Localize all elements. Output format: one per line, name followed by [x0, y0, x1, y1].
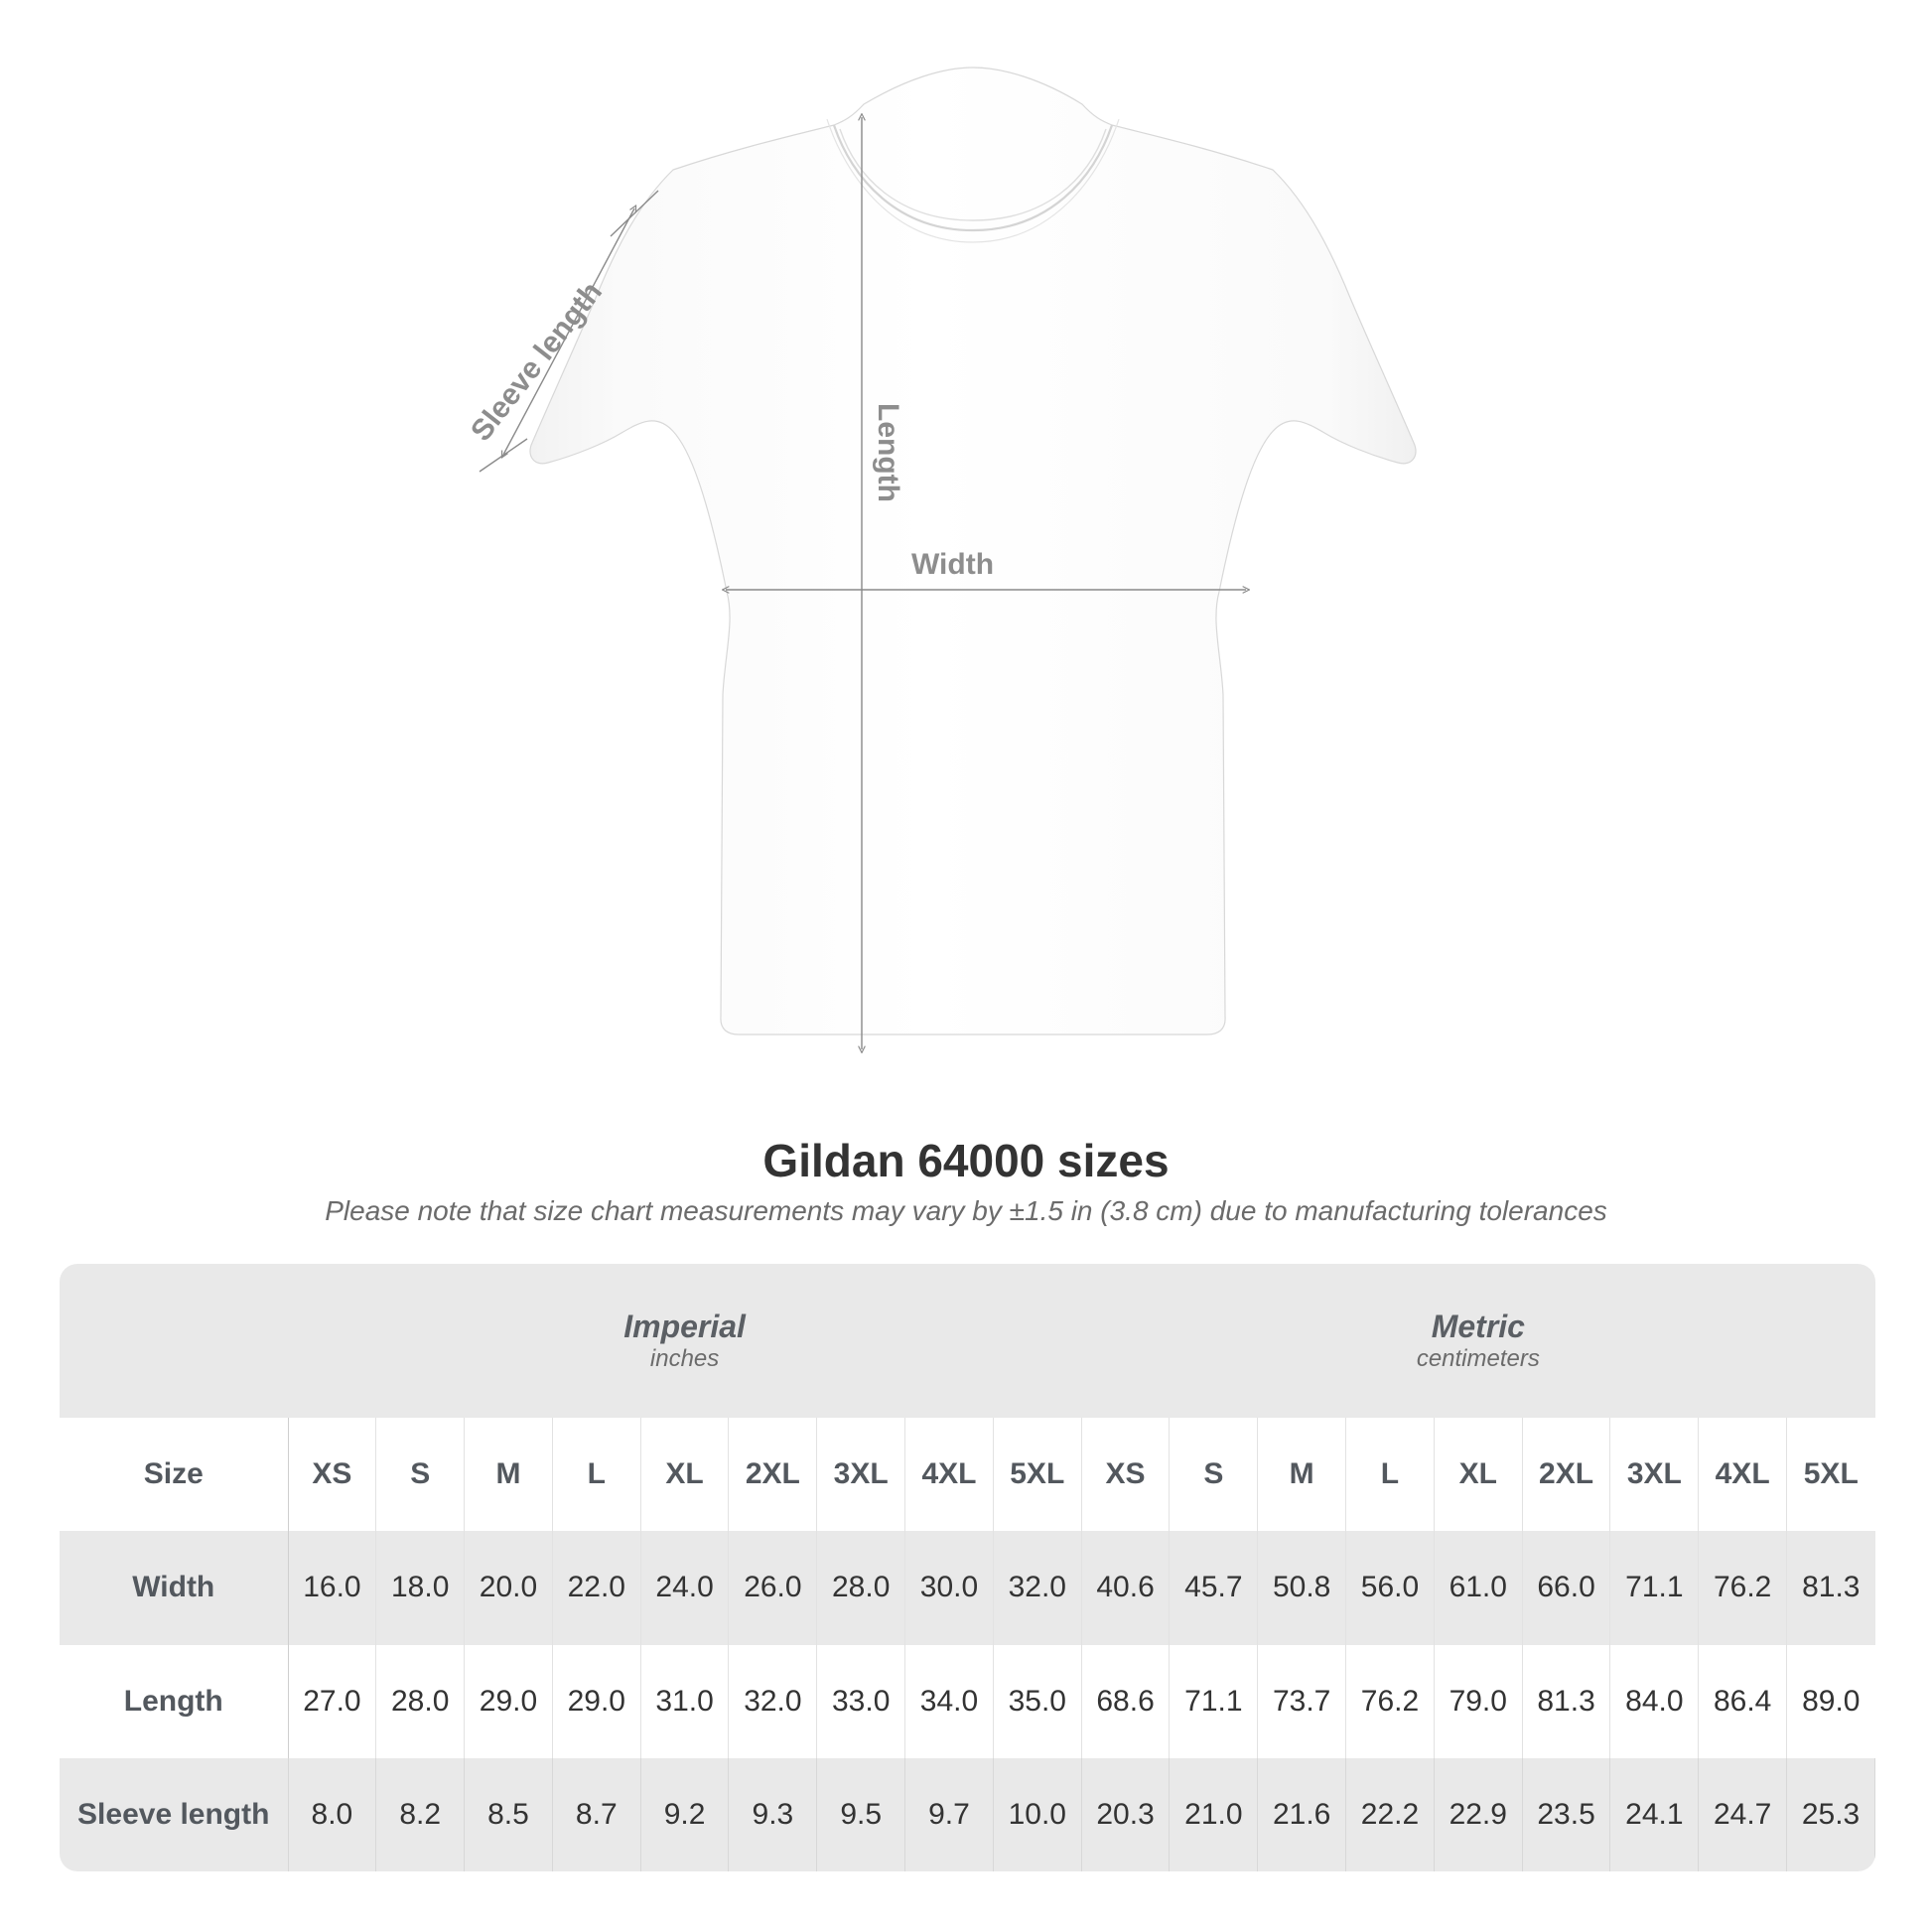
svg-text:Length: Length: [872, 403, 904, 502]
svg-text:Width: Width: [911, 548, 994, 581]
